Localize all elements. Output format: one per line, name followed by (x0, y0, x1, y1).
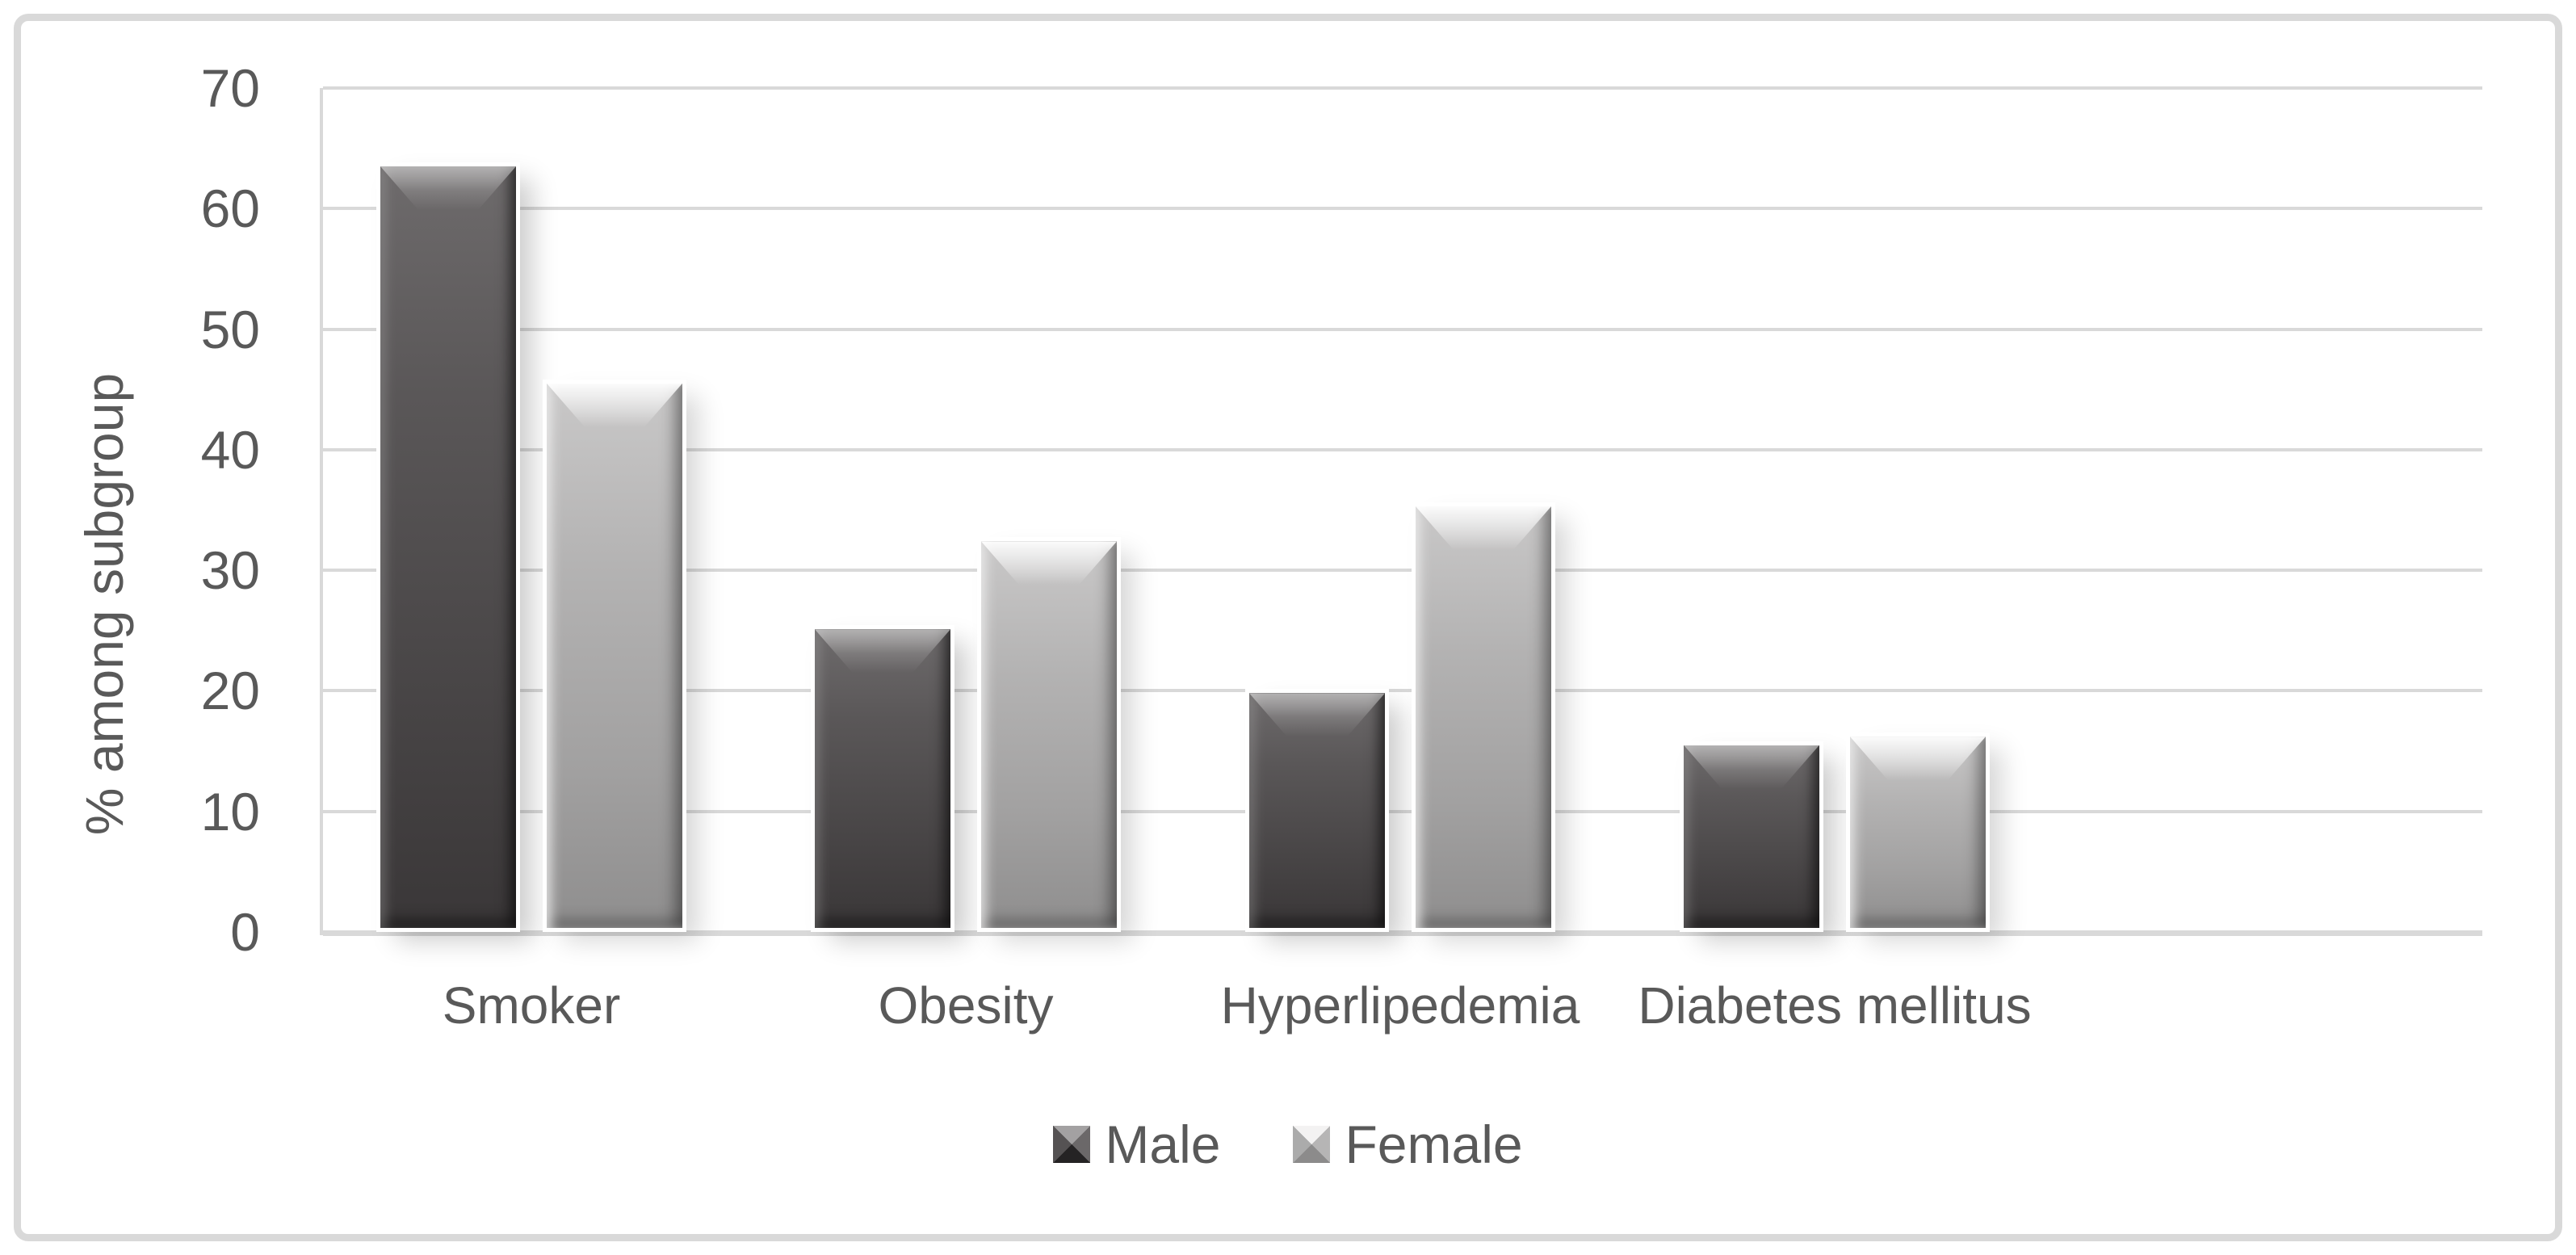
gridline-30 (323, 569, 2482, 573)
bar-top-bevel (547, 383, 682, 427)
bar-top-bevel (1684, 745, 1819, 789)
gridline-0 (323, 930, 2482, 936)
gridline-20 (323, 689, 2482, 693)
female-legend-swatch-icon (1293, 1126, 1331, 1163)
gridline-10 (323, 809, 2482, 813)
x-category-label-diabetes-mellitus: Diabetes mellitus (1638, 976, 2032, 1035)
x-category-label-smoker: Smoker (442, 976, 621, 1035)
male-legend-swatch-icon (1053, 1126, 1091, 1163)
y-axis-line (320, 88, 323, 935)
bar-female-obesity (981, 541, 1117, 928)
bar-female-hyperlipedemia (1416, 506, 1551, 928)
y-tick-label-70: 70 (200, 58, 260, 118)
y-tick-label-40: 40 (200, 419, 260, 480)
legend-item-male: Male (1053, 1108, 1220, 1181)
y-tick-label-0: 0 (230, 902, 260, 962)
y-tick-label-30: 30 (200, 540, 260, 601)
bar-top-bevel (380, 166, 516, 211)
bar-male-obesity (815, 629, 950, 928)
bar-top-bevel (1249, 693, 1385, 737)
x-category-label-obesity: Obesity (878, 976, 1054, 1035)
legend: Male Female (0, 1108, 2576, 1181)
bar-top-bevel (1850, 737, 1986, 781)
legend-item-female: Female (1293, 1108, 1523, 1181)
gridline-40 (323, 447, 2482, 451)
y-tick-label-10: 10 (200, 781, 260, 842)
bar-male-hyperlipedemia (1249, 693, 1385, 928)
x-category-label-hyperlipedemia: Hyperlipedemia (1220, 976, 1580, 1035)
y-tick-label-20: 20 (200, 661, 260, 721)
bar-top-bevel (981, 541, 1117, 586)
bar-top-bevel (815, 629, 950, 674)
bar-male-diabetes-mellitus (1684, 745, 1819, 928)
y-axis-title: % among subgroup (74, 372, 134, 836)
gridline-70 (323, 86, 2482, 90)
y-tick-label-50: 50 (200, 299, 260, 359)
bar-top-bevel (1416, 506, 1551, 551)
legend-label-female: Female (1345, 1114, 1523, 1174)
bar-female-smoker (547, 383, 682, 928)
gridline-50 (323, 327, 2482, 331)
gridline-60 (323, 207, 2482, 211)
bar-male-smoker (380, 166, 516, 928)
y-tick-label-60: 60 (200, 178, 260, 239)
bar-female-diabetes-mellitus (1850, 737, 1986, 928)
legend-label-male: Male (1105, 1114, 1221, 1174)
